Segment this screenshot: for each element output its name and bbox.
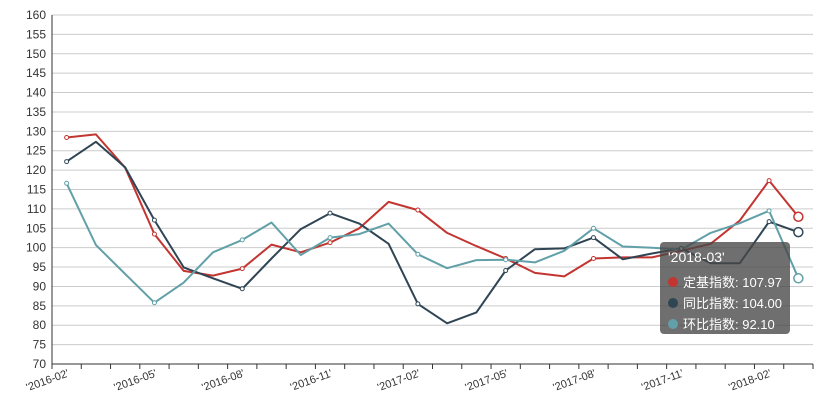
data-point [64, 159, 70, 165]
data-point [793, 273, 804, 284]
grid [51, 14, 813, 365]
tooltip: '2018-03' 定基指数: 107.97 同比指数: 104.00 环比指数… [660, 242, 790, 334]
data-point [415, 301, 421, 307]
data-point [415, 251, 421, 257]
y-tick-label: 70 [33, 357, 47, 371]
y-tick-label: 110 [27, 202, 46, 216]
data-point [64, 135, 70, 141]
y-tick-label: 145 [26, 66, 46, 80]
y-tick-label: 100 [26, 241, 46, 255]
x-tick-label: '2017-08' [552, 368, 598, 395]
x-tick-label: '2017-11' [640, 368, 685, 394]
x-tick-label: '2016-05' [112, 368, 158, 395]
data-point [239, 237, 245, 243]
tooltip-title: '2018-03' [668, 249, 725, 265]
y-tick-label: 95 [33, 260, 47, 274]
y-tick-label: 125 [26, 144, 46, 158]
data-point [327, 240, 333, 246]
data-point [793, 211, 804, 223]
data-point [766, 178, 772, 184]
series-points [64, 135, 804, 307]
x-tick-label: '2016-08' [200, 368, 246, 395]
tooltip-dot-mom-index [668, 318, 678, 329]
y-tick-label: 130 [26, 124, 46, 138]
tooltip-dot-yoy-index [668, 297, 678, 308]
data-point [415, 207, 421, 213]
tooltip-row: 同比指数: 104.00 [668, 292, 782, 313]
y-tick-label: 120 [26, 163, 46, 177]
data-point [793, 226, 804, 238]
y-tick-label: 85 [33, 299, 47, 313]
y-tick-label: 115 [27, 183, 46, 197]
data-point [64, 180, 70, 186]
data-point [590, 256, 596, 262]
tooltip-row: 环比指数: 92.10 [668, 313, 782, 334]
data-point [327, 235, 333, 241]
data-point [239, 286, 245, 292]
tooltip-text: 同比指数: 104.00 [683, 296, 782, 311]
data-point [590, 225, 596, 231]
tooltip-dot-base-index [668, 276, 678, 287]
y-tick-label: 80 [33, 318, 47, 332]
y-axis: 70 75 80 85 90 95 100 105 110 115 120 125 130 135 140 1… [26, 8, 46, 371]
y-tick-label: 150 [26, 47, 46, 61]
y-tick-label: 160 [26, 8, 46, 22]
tooltip-text: 环比指数: 92.10 [683, 317, 775, 332]
y-tick-label: 105 [26, 221, 46, 235]
x-tick-label: '2016-02' [25, 368, 71, 395]
x-tick-label: '2017-02' [376, 368, 422, 395]
data-point [151, 231, 157, 237]
x-tick-label: '2017-05' [464, 368, 510, 395]
tooltip-row: 定基指数: 107.97 [668, 271, 782, 292]
y-tick-label: 90 [33, 279, 47, 293]
y-tick-label: 155 [26, 27, 46, 41]
data-point [590, 235, 596, 241]
y-tick-label: 135 [26, 105, 46, 119]
x-tick-label: '2016-11' [289, 368, 334, 394]
x-axis: '2016-02' '2016-05' '2016-08' '2016-11' '201… [25, 364, 814, 395]
data-point [503, 257, 509, 263]
y-tick-label: 75 [33, 338, 47, 352]
tooltip-text: 定基指数: 107.97 [683, 275, 782, 290]
data-point [327, 210, 333, 216]
data-point [151, 217, 157, 223]
x-tick-label: '2018-02' [727, 368, 773, 395]
data-point [151, 300, 157, 306]
data-point [239, 266, 245, 272]
y-tick-label: 140 [26, 86, 46, 100]
data-point [503, 268, 509, 274]
data-point [766, 219, 772, 225]
data-point [766, 208, 772, 214]
